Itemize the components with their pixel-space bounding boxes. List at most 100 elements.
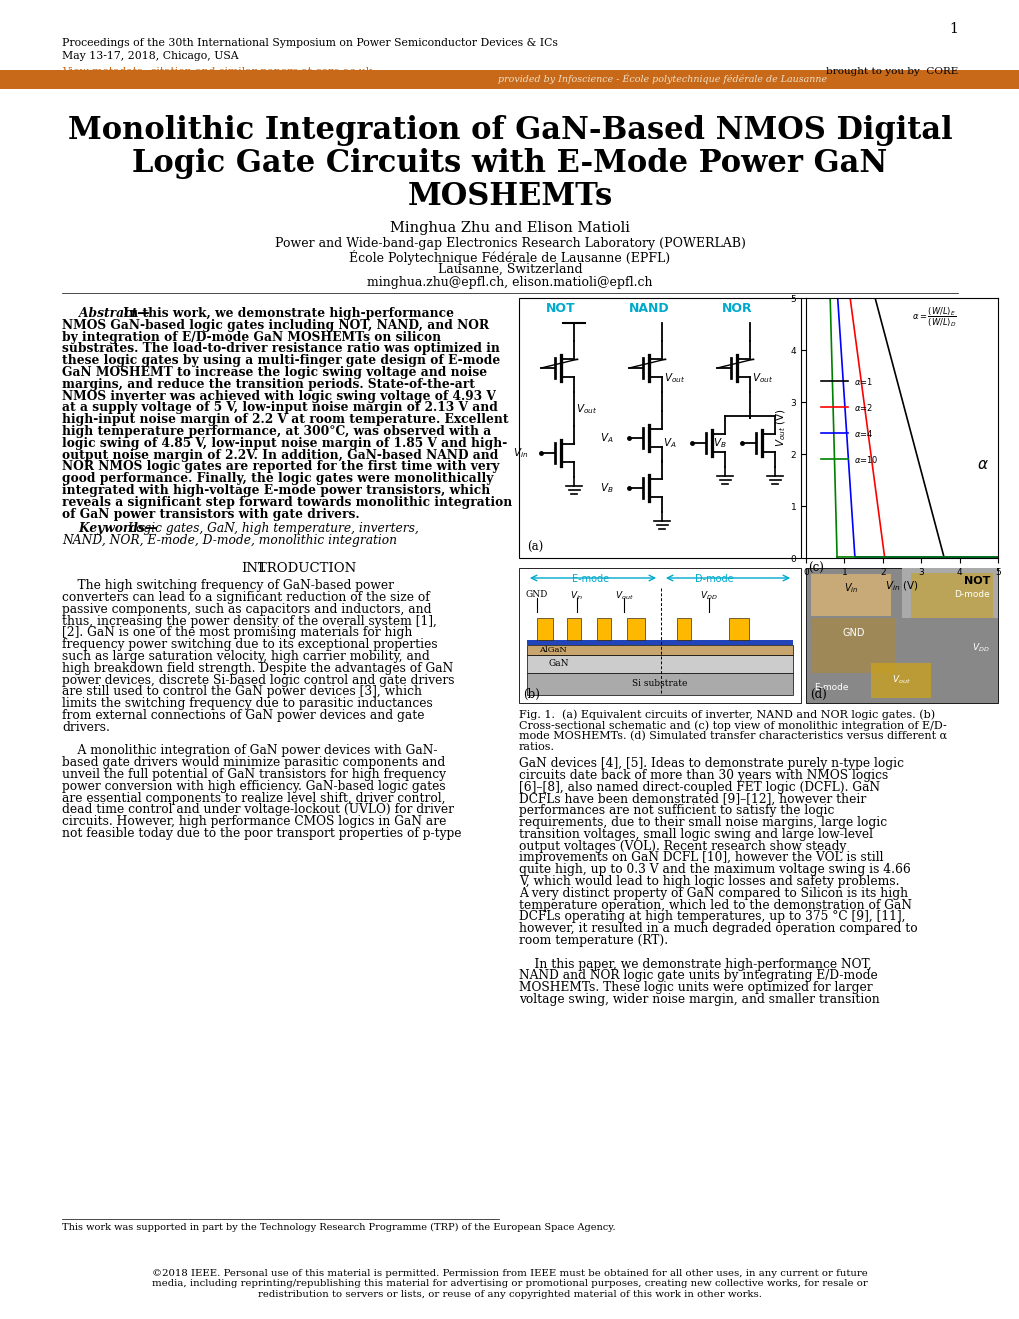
Text: requirements, due to their small noise margins, large logic: requirements, due to their small noise m… [519, 816, 887, 830]
Text: limits the switching frequency due to parasitic inductances: limits the switching frequency due to pa… [62, 698, 432, 710]
Text: DCFLs operating at high temperatures, up to 375 °C [9], [11],: DCFLs operating at high temperatures, up… [519, 910, 905, 923]
Bar [536, 619, 552, 640]
Text: based gate drivers would minimize parasitic components and: based gate drivers would minimize parasi… [62, 756, 445, 769]
Text: NOT: NOT [545, 302, 576, 315]
Bar [527, 656, 792, 673]
Text: NAND, NOR, E-mode, D-mode, monolithic integration: NAND, NOR, E-mode, D-mode, monolithic in… [62, 534, 396, 547]
Text: École Polytechnique Fédérale de Lausanne (EPFL): École Polytechnique Fédérale de Lausanne… [350, 251, 669, 265]
Text: room temperature (RT).: room temperature (RT). [519, 934, 667, 947]
Text: converters can lead to a significant reduction of the size of: converters can lead to a significant red… [62, 591, 429, 604]
Text: $V_A$: $V_A$ [662, 437, 677, 450]
Text: $V_B$: $V_B$ [599, 481, 613, 495]
Text: dead time control and under voltage-lockout (UVLO) for driver: dead time control and under voltage-lock… [62, 803, 453, 816]
Text: ©2018 IEEE. Personal use of this material is permitted. Permission from IEEE mus: ©2018 IEEE. Personal use of this materia… [152, 1269, 867, 1278]
Text: D-mode: D-mode [694, 574, 733, 584]
Text: brought to you by  CORE: brought to you by CORE [825, 67, 957, 77]
Text: $V_{out}$: $V_{out}$ [752, 371, 772, 385]
Text: [2]. GaN is one of the most promising materials for high: [2]. GaN is one of the most promising ma… [62, 627, 412, 640]
Text: $\alpha$=4: $\alpha$=4 [853, 427, 872, 439]
Text: redistribution to servers or lists, or reuse of any copyrighted material of this: redistribution to servers or lists, or r… [258, 1290, 761, 1299]
Text: GND: GND [842, 628, 864, 638]
Text: NOT: NOT [963, 576, 989, 586]
Text: DCFLs have been demonstrated [9]–[12], however their: DCFLs have been demonstrated [9]–[12], h… [519, 793, 865, 806]
Text: D-mode: D-mode [954, 590, 989, 599]
Text: NAND: NAND [628, 302, 668, 315]
Bar [810, 574, 891, 616]
Text: Cross-sectional schematic and (c) top view of monolithic integration of E/D-: Cross-sectional schematic and (c) top vi… [519, 720, 946, 731]
Text: reveals a significant step forward towards monolithic integration: reveals a significant step forward towar… [62, 496, 512, 509]
Text: A monolithic integration of GaN power devices with GaN-: A monolithic integration of GaN power de… [62, 744, 437, 757]
Text: Logic gates, GaN, high temperature, inverters,: Logic gates, GaN, high temperature, inve… [124, 522, 419, 536]
Text: Power and Wide-band-gap Electronics Research Laboratory (POWERLAB): Power and Wide-band-gap Electronics Rese… [274, 237, 745, 251]
Bar [596, 619, 610, 640]
Text: Monolithic Integration of GaN-Based NMOS Digital: Monolithic Integration of GaN-Based NMOS… [67, 115, 952, 146]
Text: margins, and reduce the transition periods. State-of-the-art: margins, and reduce the transition perio… [62, 377, 475, 390]
Bar [810, 619, 895, 673]
Bar [519, 568, 800, 703]
Text: MOSHEMTs. These logic units were optimized for larger: MOSHEMTs. These logic units were optimiz… [519, 981, 872, 995]
Text: provided by Infoscience - École polytechnique fédérale de Lausanne: provided by Infoscience - École polytech… [498, 73, 826, 83]
Text: $V_{out}$: $V_{out}$ [663, 371, 685, 385]
Bar [567, 619, 581, 640]
Text: GaN: GaN [548, 660, 569, 669]
Text: however, it resulted in a much degraded operation compared to: however, it resulted in a much degraded … [519, 922, 917, 935]
Bar [805, 568, 997, 703]
Text: $\alpha$: $\alpha$ [976, 456, 987, 472]
Text: minghua.zhu@epfl.ch, elison.matioli@epfl.ch: minghua.zhu@epfl.ch, elison.matioli@epfl… [367, 276, 652, 289]
Text: $\alpha$=10: $\alpha$=10 [853, 454, 877, 464]
Text: NMOS GaN-based logic gates including NOT, NAND, and NOR: NMOS GaN-based logic gates including NOT… [62, 319, 489, 332]
Text: [6]–[8], also named direct-coupled FET logic (DCFL). GaN: [6]–[8], also named direct-coupled FET l… [519, 781, 879, 794]
Text: $V_{DD}$: $V_{DD}$ [971, 642, 989, 654]
Text: performances are not sufficient to satisfy the logic: performances are not sufficient to satis… [519, 805, 834, 818]
Text: GaN MOSHEMT to increase the logic swing voltage and noise: GaN MOSHEMT to increase the logic swing … [62, 365, 487, 379]
Text: This work was supported in part by the Technology Research Programme (TRP) of th: This work was supported in part by the T… [62, 1223, 615, 1232]
Text: Abstract—: Abstract— [62, 307, 150, 321]
Text: circuits. However, high performance CMOS logics in GaN are: circuits. However, high performance CMOS… [62, 815, 446, 828]
Text: thus, increasing the power density of the overall system [1],: thus, increasing the power density of th… [62, 615, 436, 628]
Text: GaN devices [4], [5]. Ideas to demonstrate purely n-type logic: GaN devices [4], [5]. Ideas to demonstra… [519, 757, 903, 770]
Text: MOSHEMTs: MOSHEMTs [407, 181, 612, 212]
Text: $V_{out}$: $V_{out}$ [576, 402, 597, 415]
Text: $V_{in}$: $V_{in}$ [513, 446, 528, 460]
Text: logic swing of 4.85 V, low-input noise margin of 1.85 V and high-: logic swing of 4.85 V, low-input noise m… [62, 437, 506, 450]
Bar [910, 572, 993, 619]
Text: $V_{DD}$: $V_{DD}$ [699, 590, 717, 603]
Text: (b): (b) [523, 689, 539, 700]
Text: I.: I. [258, 562, 267, 575]
Bar [729, 619, 748, 640]
Text: $V_{in}$: $V_{in}$ [843, 582, 857, 595]
Text: passive components, such as capacitors and inductors, and: passive components, such as capacitors a… [62, 603, 431, 616]
X-axis label: $V_{in}$ (V): $V_{in}$ (V) [884, 579, 918, 594]
Text: improvements on GaN DCFL [10], however the VOL is still: improvements on GaN DCFL [10], however t… [519, 851, 882, 864]
Text: View metadata, citation and similar papers at core.ac.uk: View metadata, citation and similar pape… [62, 67, 372, 77]
Text: Si substrate: Si substrate [632, 679, 687, 689]
Text: NMOS inverter was achieved with logic swing voltage of 4.93 V: NMOS inverter was achieved with logic sw… [62, 389, 495, 402]
Text: E-mode: E-mode [572, 574, 609, 584]
Text: ratios.: ratios. [519, 743, 554, 752]
Text: NOR: NOR [721, 302, 752, 315]
Text: of GaN power transistors with gate drivers.: of GaN power transistors with gate drive… [62, 508, 360, 521]
Text: transition voltages, small logic swing and large low-level: transition voltages, small logic swing a… [519, 828, 872, 840]
Text: are still used to control the GaN power devices [3], which: are still used to control the GaN power … [62, 686, 422, 698]
Text: $V_{out}$: $V_{out}$ [614, 590, 633, 603]
Bar [0, 70, 1019, 88]
Text: $\alpha = \dfrac{(W/L)_E}{(W/L)_D}$: $\alpha = \dfrac{(W/L)_E}{(W/L)_D}$ [911, 306, 956, 330]
Text: are essential components to realize level shift, driver control,: are essential components to realize leve… [62, 791, 445, 805]
Text: media, including reprinting/republishing this material for advertising or promot: media, including reprinting/republishing… [152, 1279, 867, 1289]
Text: In this work, we demonstrate high-performance: In this work, we demonstrate high-perfor… [119, 307, 453, 321]
Text: integrated with high-voltage E-mode power transistors, which: integrated with high-voltage E-mode powe… [62, 484, 490, 497]
Bar [627, 619, 644, 640]
Text: voltage swing, wider noise margin, and smaller transition: voltage swing, wider noise margin, and s… [519, 993, 878, 1006]
Text: Proceedings of the 30th International Symposium on Power Semiconductor Devices &: Proceedings of the 30th International Sy… [62, 38, 557, 47]
Text: Minghua Zhu and Elison Matioli: Minghua Zhu and Elison Matioli [389, 222, 630, 235]
Text: high breakdown field strength. Despite the advantages of GaN: high breakdown field strength. Despite t… [62, 662, 452, 675]
Text: drivers.: drivers. [62, 720, 110, 733]
Text: high-input noise margin of 2.2 V at room temperature. Excellent: high-input noise margin of 2.2 V at room… [62, 413, 508, 426]
Text: not feasible today due to the poor transport properties of p-type: not feasible today due to the poor trans… [62, 827, 461, 840]
Text: substrates. The load-to-driver resistance ratio was optimized in: substrates. The load-to-driver resistanc… [62, 343, 499, 355]
Text: $V_{out}$: $V_{out}$ [891, 674, 910, 686]
Bar [519, 298, 800, 558]
Text: Logic Gate Circuits with E-Mode Power GaN: Logic Gate Circuits with E-Mode Power Ga… [132, 148, 887, 179]
Bar [870, 663, 930, 698]
Text: Fig. 1.  (a) Equivalent circuits of inverter, NAND and NOR logic gates. (b): Fig. 1. (a) Equivalent circuits of inver… [519, 710, 934, 720]
